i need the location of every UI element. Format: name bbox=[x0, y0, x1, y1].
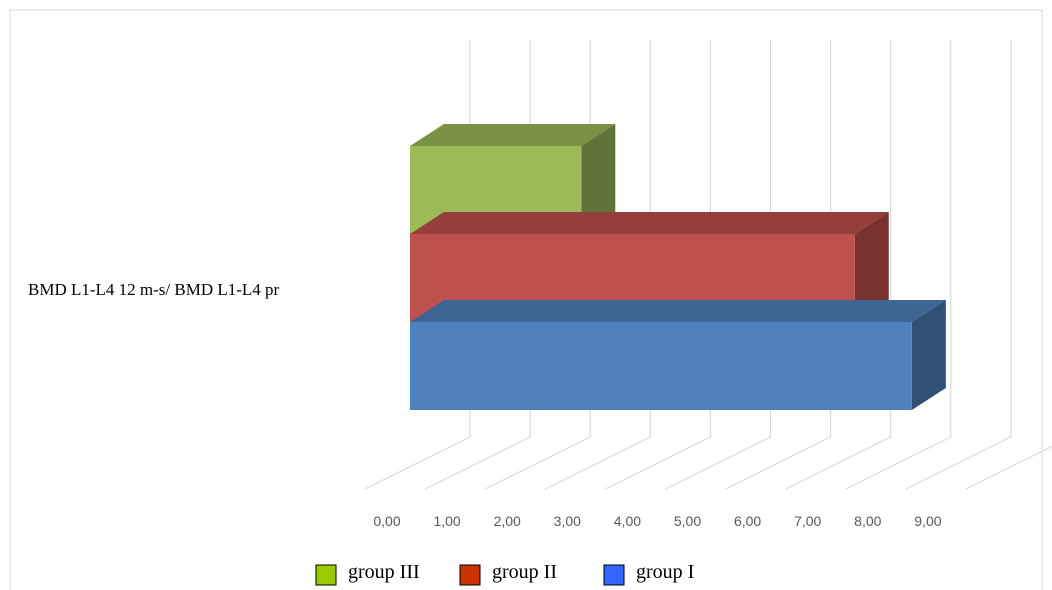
gridline-floor bbox=[665, 436, 771, 490]
legend-label: group I bbox=[636, 561, 694, 583]
x-tick-label: 8,00 bbox=[854, 513, 881, 529]
bar-side-face bbox=[911, 300, 946, 410]
gridline-floor bbox=[545, 436, 651, 490]
bar-side-face bbox=[854, 212, 889, 322]
legend-label: group III bbox=[348, 561, 420, 583]
gridline-floor bbox=[424, 436, 531, 490]
x-tick-label: 0,00 bbox=[373, 513, 400, 529]
gridline-floor bbox=[785, 436, 891, 490]
x-tick-label: 4,00 bbox=[614, 513, 641, 529]
bar-side-face bbox=[581, 124, 616, 234]
gridline-floor bbox=[905, 436, 1012, 490]
x-tick-label: 3,00 bbox=[554, 513, 581, 529]
bar-top-face bbox=[410, 300, 946, 322]
gridline-floor bbox=[845, 436, 952, 490]
x-tick-label: 6,00 bbox=[734, 513, 761, 529]
x-tick-label: 2,00 bbox=[494, 513, 521, 529]
gridline-floor bbox=[605, 436, 711, 490]
category-label: BMD L1-L4 12 m-s/ BMD L1-L4 pr bbox=[28, 280, 280, 299]
x-tick-label: 7,00 bbox=[794, 513, 821, 529]
legend-swatch bbox=[603, 564, 625, 586]
x-tick-label: 5,00 bbox=[674, 513, 701, 529]
gridline-floor bbox=[965, 445, 1052, 490]
legend-swatch bbox=[315, 564, 337, 586]
gridline-floor bbox=[725, 436, 831, 490]
x-tick-label: 1,00 bbox=[433, 513, 460, 529]
bar-top-face bbox=[410, 212, 889, 234]
bar-front-face bbox=[410, 322, 912, 410]
legend-swatch bbox=[459, 564, 481, 586]
gridline-floor bbox=[484, 436, 591, 490]
gridline-floor bbox=[364, 436, 471, 490]
legend-label: group II bbox=[492, 561, 557, 583]
bar-top-face bbox=[410, 124, 616, 146]
x-tick-label: 9,00 bbox=[914, 513, 941, 529]
